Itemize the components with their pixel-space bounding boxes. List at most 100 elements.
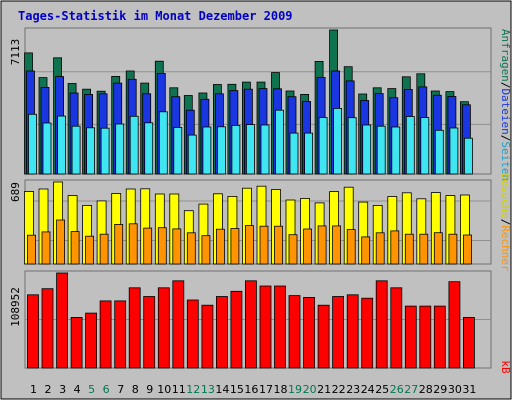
bar-kb-20 [303, 296, 316, 369]
chart-bars [24, 29, 475, 369]
bar-kb-26 [390, 287, 403, 369]
bar-kb-30 [448, 281, 461, 369]
bar-rechner-5 [85, 235, 94, 265]
day-label: 7 [117, 383, 124, 396]
bar-rechner-15 [230, 228, 240, 265]
bar-kb-7 [114, 300, 127, 369]
bar-kb-27 [404, 305, 417, 369]
bar-kb-22 [332, 296, 345, 369]
bar-rechner-10 [157, 227, 167, 265]
bar-rechner-12 [186, 232, 196, 265]
bar-kb-11 [172, 280, 185, 369]
bar-kb-23 [346, 294, 359, 369]
bar-seiten-26 [391, 126, 401, 175]
bar-rechner-21 [317, 225, 327, 265]
bar-rechner-22 [332, 225, 342, 265]
bar-seiten-27 [405, 116, 415, 175]
legend-anfragen: Anfragen [499, 29, 512, 82]
bar-rechner-2 [41, 231, 51, 265]
bar-seiten-9 [144, 122, 154, 175]
bar-kb-14 [215, 296, 228, 369]
day-labels: 1 2 3 4 5 6 7 8 9 10 11 12 13 14 15 16 17 18 19 20 21 22 23 24 2… [30, 383, 476, 396]
bar-rechner-31 [462, 234, 472, 265]
bar-kb-18 [274, 285, 286, 369]
scale-label-bottom: 108952 [9, 287, 22, 327]
bar-rechner-4 [70, 231, 80, 265]
day-label: 8 [132, 383, 139, 396]
bar-seiten-20 [304, 132, 314, 175]
bar-kb-28 [419, 305, 432, 369]
day-label: 17 [259, 383, 273, 396]
day-label: 23 [346, 383, 360, 396]
bar-rechner-8 [128, 223, 138, 265]
bar-rechner-14 [215, 228, 225, 265]
day-label: 2 [45, 383, 52, 396]
day-label: 15 [230, 383, 244, 396]
day-label: 18 [274, 383, 288, 396]
bar-seiten-22 [333, 108, 343, 175]
legend-separator: / [499, 219, 512, 226]
day-label: 12 [186, 383, 200, 396]
day-label: 19 [288, 383, 302, 396]
bar-seiten-4 [71, 125, 81, 175]
chart-title: Tages-Statistik im Monat Dezember 2009 [18, 9, 293, 23]
bar-rechner-27 [404, 233, 414, 265]
legend-besuche: Besuche [499, 172, 512, 218]
bar-kb-12 [186, 299, 199, 369]
bar-kb-21 [317, 304, 330, 369]
bar-rechner-6 [99, 233, 109, 265]
bar-seiten-12 [187, 134, 197, 175]
bar-seiten-11 [173, 127, 183, 175]
bar-seiten-8 [129, 115, 139, 175]
day-label: 30 [448, 383, 462, 396]
bar-kb-16 [244, 280, 257, 369]
bar-rechner-30 [448, 233, 458, 265]
legend-kb: kB [499, 360, 512, 374]
bar-rechner-24 [361, 236, 371, 265]
bar-seiten-3 [57, 115, 66, 175]
bar-rechner-25 [375, 232, 385, 265]
bar-seiten-19 [289, 132, 299, 175]
legend-dateien: Dateien [499, 88, 512, 134]
bar-kb-15 [230, 290, 243, 369]
day-label: 6 [103, 383, 110, 396]
bar-rechner-18 [274, 225, 283, 265]
day-label: 27 [404, 383, 418, 396]
day-label: 24 [361, 383, 375, 396]
legend-seiten: Seiten [499, 141, 512, 181]
bar-kb-2 [41, 288, 54, 369]
day-label: 3 [59, 383, 66, 396]
bar-rechner-11 [172, 228, 182, 265]
bar-kb-29 [433, 305, 446, 369]
day-label: 5 [88, 383, 95, 396]
bar-rechner-26 [390, 230, 400, 265]
bar-kb-10 [157, 287, 170, 369]
bar-rechner-19 [288, 234, 298, 265]
legend-top: Anfragen/Dateien/Seiten [499, 29, 512, 181]
bar-kb-4 [70, 316, 83, 369]
day-label: 25 [375, 383, 389, 396]
bar-rechner-9 [143, 227, 153, 265]
bar-seiten-23 [347, 117, 357, 175]
scale-label-middle: 689 [9, 182, 22, 202]
bar-rechner-17 [259, 225, 269, 265]
bar-seiten-31 [463, 137, 473, 175]
day-label: 4 [74, 383, 81, 396]
legend-bottom: kB [499, 360, 512, 374]
bar-rechner-29 [433, 232, 443, 265]
day-label: 31 [462, 383, 476, 396]
legend-rechner: Rechner [499, 225, 512, 272]
bar-seiten-6 [100, 127, 110, 175]
legend-middle: Besuche/Rechner [499, 172, 512, 272]
bar-kb-5 [85, 312, 97, 369]
bar-kb-9 [143, 296, 156, 369]
bar-seiten-29 [434, 129, 444, 175]
bar-seiten-30 [449, 127, 459, 175]
bar-seiten-14 [216, 126, 226, 175]
day-label: 26 [390, 383, 404, 396]
bar-seiten-5 [86, 127, 95, 175]
bar-kb-13 [201, 304, 214, 369]
bar-seiten-10 [158, 111, 168, 175]
day-label: 14 [215, 383, 229, 396]
